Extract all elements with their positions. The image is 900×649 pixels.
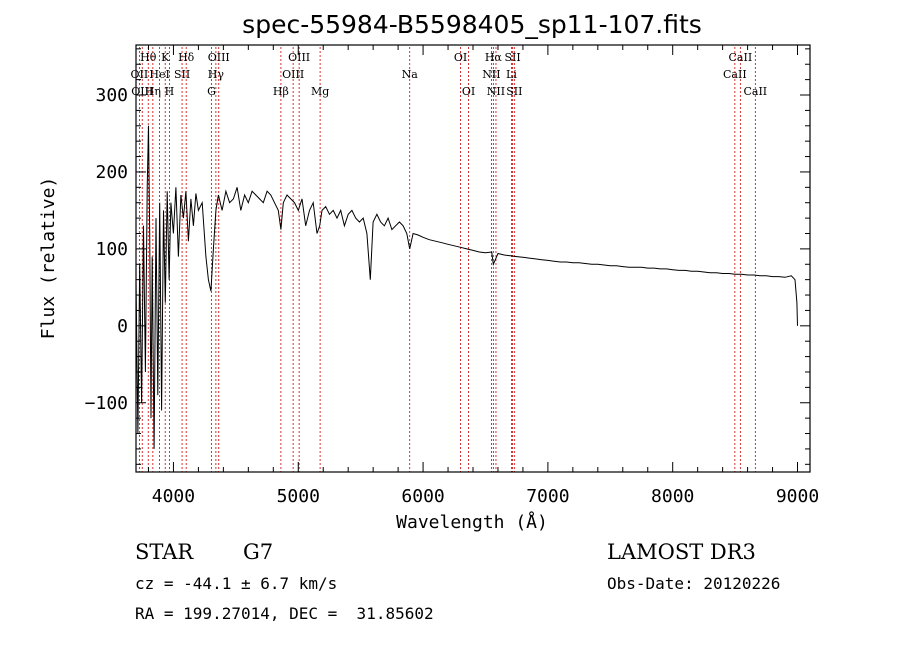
x-tick-label: 6000 bbox=[401, 486, 444, 507]
spectral-line-label: Hδ bbox=[178, 51, 195, 64]
x-tick-label: 4000 bbox=[152, 486, 195, 507]
spectral-line-label: Hγ bbox=[208, 68, 225, 81]
spectral-line-label: SII bbox=[504, 51, 520, 64]
spectral-line-label: NII bbox=[487, 85, 505, 98]
spectral-line-label: SII bbox=[174, 68, 190, 81]
observation-date: Obs-Date: 20120226 bbox=[607, 574, 781, 593]
spectral-line-label: CaII bbox=[729, 51, 753, 64]
spectral-line-label: Na bbox=[402, 68, 419, 81]
y-tick-label: −100 bbox=[85, 393, 128, 414]
plot-frame bbox=[135, 44, 811, 473]
y-tick-label: 0 bbox=[117, 316, 128, 337]
object-class: STAR bbox=[135, 540, 194, 564]
spectral-line-label: Hη bbox=[145, 85, 161, 98]
chart-title: spec-55984-B5598405_sp11-107.fits bbox=[242, 10, 702, 39]
spectrum-series bbox=[135, 125, 798, 449]
spectral-line-label: NII bbox=[482, 68, 500, 81]
spectral-line-label: OIII bbox=[208, 51, 230, 64]
spectral-line-label: Mg bbox=[311, 85, 329, 98]
spectral-line-label: K bbox=[161, 51, 170, 64]
spectral-line-label: Li bbox=[506, 68, 517, 81]
x-tick-label: 5000 bbox=[277, 486, 320, 507]
x-tick-label: 9000 bbox=[776, 486, 819, 507]
spectral-line-label: OIII bbox=[288, 51, 310, 64]
y-axis-ticks: −100 0 100 200 300 bbox=[85, 48, 810, 465]
spectral-line-label: H bbox=[165, 85, 175, 98]
spectral-line-label: OII bbox=[131, 68, 149, 81]
survey-name: LAMOST DR3 bbox=[607, 540, 756, 564]
y-tick-label: 100 bbox=[95, 239, 128, 260]
spectral-line-label: OI bbox=[454, 51, 467, 64]
spectrum-line bbox=[135, 125, 798, 449]
spectral-line-label: CaII bbox=[723, 68, 747, 81]
spectral-line-label: Hθ bbox=[140, 51, 157, 64]
spectral-line-label: Hα bbox=[485, 51, 503, 64]
x-axis-ticks: 4000 5000 6000 7000 8000 9000 bbox=[147, 45, 819, 507]
object-subclass: G7 bbox=[243, 540, 274, 564]
spectral-line-label: G bbox=[207, 85, 216, 98]
spectral-line-label: OIII bbox=[282, 68, 304, 81]
x-axis-label: Wavelength (Å) bbox=[396, 511, 548, 533]
spectral-line-label: OI bbox=[462, 85, 475, 98]
y-tick-label: 300 bbox=[95, 85, 128, 106]
redshift-velocity: cz = -44.1 ± 6.7 km/s bbox=[135, 574, 338, 593]
spectral-line-markers bbox=[138, 47, 756, 472]
x-tick-label: 8000 bbox=[651, 486, 694, 507]
spectral-line-label: HeI bbox=[149, 68, 169, 81]
spectral-line-label: CaII bbox=[743, 85, 767, 98]
spectral-line-label: SII bbox=[506, 85, 522, 98]
spectral-line-label: Hβ bbox=[273, 85, 289, 98]
y-tick-label: 200 bbox=[95, 162, 128, 183]
sky-coordinates: RA = 199.27014, DEC = 31.85602 bbox=[135, 604, 434, 623]
x-tick-label: 7000 bbox=[526, 486, 569, 507]
y-axis-label: Flux (relative) bbox=[38, 177, 59, 340]
